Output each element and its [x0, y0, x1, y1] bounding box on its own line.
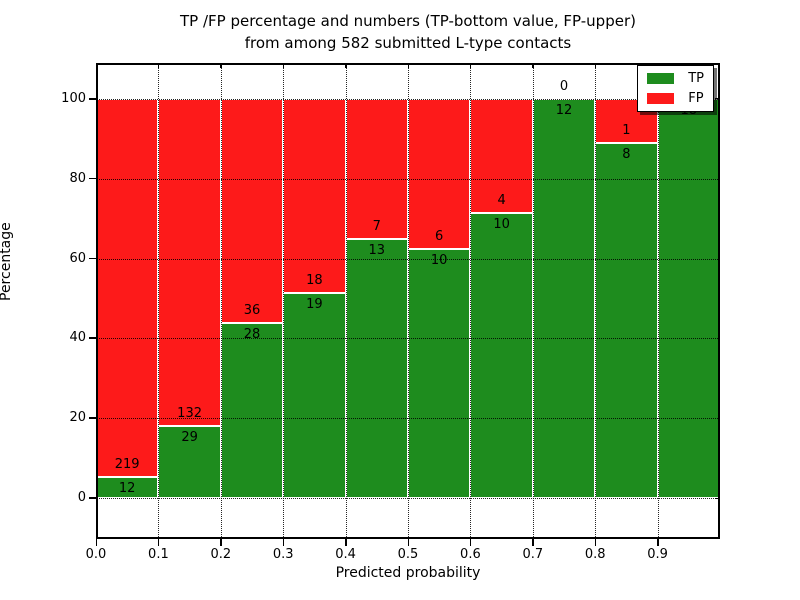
x-tick-label: 0.1 — [148, 547, 169, 562]
tp-legend-label: TP — [688, 71, 704, 86]
y-axis-label: Percentage — [0, 222, 14, 301]
fp-count-label: 36 — [243, 303, 261, 319]
x-tick-label: 0.7 — [522, 547, 544, 562]
tp-count-label: 10 — [493, 217, 510, 232]
tp-count-label: 29 — [181, 430, 198, 446]
vertical-gridline — [345, 63, 347, 539]
fp-bar-segment — [96, 99, 159, 478]
y-tick-label: 80 — [69, 170, 86, 186]
tp-bar-segment — [657, 99, 720, 498]
x-axis-tick — [469, 539, 472, 546]
tp-bar-segment — [408, 248, 471, 498]
tp-legend-swatch — [647, 73, 675, 84]
y-axis-tick — [89, 177, 96, 180]
y-tick-label: 100 — [61, 91, 86, 106]
tp-count-label: 12 — [555, 103, 573, 118]
x-axis-tick — [345, 539, 347, 546]
y-tick-label: 0 — [77, 490, 86, 505]
fp-count-label: 4 — [497, 193, 506, 208]
vertical-gridline — [595, 63, 597, 539]
x-tick-label: 0.5 — [397, 547, 419, 562]
tp-bar-segment — [595, 143, 658, 498]
x-axis-tick — [407, 539, 409, 546]
x-tick-label: 0.9 — [647, 547, 668, 562]
tp-bar-segment — [283, 293, 346, 498]
tp-bar-segment — [470, 213, 533, 498]
fp-legend-label: FP — [688, 91, 704, 106]
chart-title: TP /FP percentage and numbers (TP-bottom… — [96, 10, 720, 54]
vertical-gridline — [220, 63, 222, 539]
tp-count-label: 19 — [306, 297, 323, 313]
vertical-gridline — [158, 63, 160, 539]
x-axis-label: Predicted probability — [335, 565, 481, 581]
vertical-gridline — [408, 63, 409, 539]
x-tick-label: 0.2 — [210, 547, 232, 562]
fp-count-label: 0 — [559, 79, 569, 94]
x-axis-tick — [282, 539, 285, 546]
vertical-gridline — [470, 63, 472, 539]
x-axis-tick — [594, 539, 597, 546]
vertical-gridline — [283, 63, 285, 539]
y-axis-tick — [89, 337, 96, 339]
fp-count-label: 1 — [622, 123, 631, 139]
fp-bar-segment — [283, 99, 346, 294]
y-axis-tick — [89, 497, 96, 499]
vertical-gridline — [657, 63, 659, 539]
fp-count-label: 132 — [177, 406, 202, 422]
fp-legend-swatch — [647, 93, 675, 104]
x-tick-label: 0.6 — [460, 547, 481, 562]
x-tick-label: 0.3 — [272, 547, 294, 562]
tp-count-label: 8 — [622, 147, 631, 163]
legend-row-tp: TP — [647, 72, 704, 85]
x-axis-tick-top — [95, 63, 97, 68]
x-tick-label: 0.8 — [584, 547, 606, 562]
x-tick-label: 0.0 — [85, 547, 107, 562]
legend-row-fp: FP — [647, 92, 704, 105]
chart-title-line2: from among 582 submitted L-type contacts — [244, 34, 572, 52]
plot-area: 21912132293628181971361041001218018 TP F… — [96, 63, 720, 539]
tp-count-label: 12 — [118, 481, 136, 497]
y-axis-tick — [89, 98, 96, 100]
fp-count-label: 7 — [372, 218, 381, 234]
x-axis-tick — [657, 539, 659, 546]
x-axis-tick — [157, 539, 160, 546]
tp-count-label: 13 — [368, 242, 386, 258]
fp-count-label: 219 — [114, 457, 140, 473]
fp-bar-segment — [158, 99, 221, 427]
y-axis-tick — [89, 257, 96, 260]
y-axis-tick-right — [715, 98, 720, 100]
fp-count-label: 6 — [435, 228, 444, 244]
tp-bar-segment — [220, 323, 284, 498]
tp-bar-segment — [345, 238, 408, 498]
y-tick-label: 60 — [69, 250, 86, 266]
x-axis-tick — [95, 539, 97, 546]
tp-bar-segment — [532, 99, 596, 498]
tp-count-label: 10 — [430, 252, 448, 268]
tp-count-label: 28 — [243, 327, 261, 343]
tp-bar-segment — [158, 426, 221, 498]
fp-count-label: 18 — [306, 273, 323, 289]
legend-box: TP FP — [637, 65, 714, 112]
chart-title-line1: TP /FP percentage and numbers (TP-bottom… — [180, 12, 636, 30]
y-tick-label: 40 — [69, 330, 86, 346]
y-axis-tick — [89, 417, 96, 419]
x-tick-label: 0.4 — [335, 547, 356, 562]
x-axis-tick — [532, 539, 534, 546]
y-tick-label: 20 — [69, 410, 86, 426]
vertical-gridline — [532, 63, 534, 539]
fp-bar-segment — [220, 99, 284, 324]
x-axis-tick — [220, 539, 222, 546]
fp-bar-segment — [408, 99, 471, 249]
